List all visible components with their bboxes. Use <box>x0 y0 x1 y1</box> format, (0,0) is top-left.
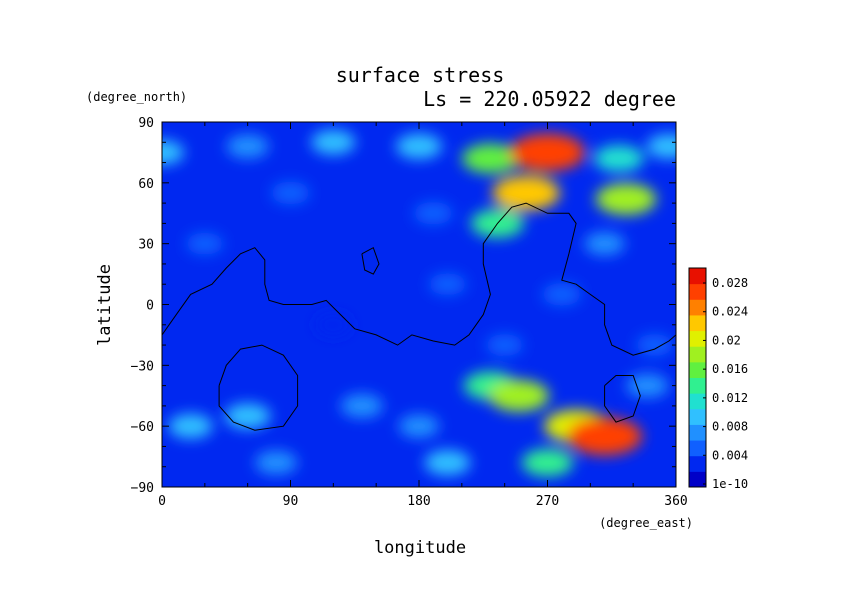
y-tick-label: 30 <box>138 238 154 253</box>
field-blob <box>646 133 676 159</box>
colorbar-swatch <box>689 299 706 316</box>
plot-area <box>162 122 676 487</box>
field-blob <box>584 232 625 256</box>
x-axis-label: longitude <box>374 538 466 558</box>
field-blob <box>521 448 574 477</box>
colorbar: 0.028 0.024 0.02 0.016 0.012 0.008 0.004 1e-10 <box>688 267 748 491</box>
contour-line <box>604 375 641 423</box>
colorbar-label: 1e-10 <box>712 477 748 491</box>
y-tick-label: 0 <box>146 299 154 314</box>
y-tick-label: −30 <box>131 359 154 374</box>
field-blob <box>594 144 644 173</box>
colorbar-label: 0.028 <box>712 276 748 290</box>
field-blob <box>315 314 351 336</box>
colorbar-label: 0.024 <box>712 305 748 319</box>
colorbar-label: 0.012 <box>712 391 748 405</box>
field-blob <box>424 449 471 476</box>
y-unit-label: (degree_north) <box>86 90 187 104</box>
y-axis-label: latitude <box>95 264 115 346</box>
field-blob <box>595 183 657 215</box>
colorbar-swatch <box>689 346 706 363</box>
colorbar-swatch <box>689 471 706 488</box>
x-tick-label: 0 <box>158 494 166 509</box>
chart-subtitle: Ls = 220.05922 degree <box>423 87 676 111</box>
x-tick-label: 90 <box>283 494 299 509</box>
colorbar-swatch <box>689 330 706 347</box>
x-tick-label: 180 <box>407 494 430 509</box>
colorbar-swatch <box>689 377 706 394</box>
colorbar-swatch <box>689 440 706 457</box>
field-blob <box>340 393 384 418</box>
field-blob <box>224 403 271 429</box>
x-tick-label: 270 <box>536 494 559 509</box>
colorbar-swatch <box>689 408 706 425</box>
x-unit-label: (degree_east) <box>599 516 693 530</box>
field-blob <box>461 143 519 174</box>
field-blob <box>255 450 298 475</box>
colorbar-label: 0.008 <box>712 420 748 434</box>
stress-field <box>162 122 676 487</box>
field-blob <box>226 134 269 159</box>
y-tick-label: 90 <box>138 116 154 131</box>
field-blob <box>626 373 669 398</box>
colorbar-swatch <box>689 424 706 441</box>
field-blob <box>636 334 674 356</box>
colorbar-frame <box>688 267 707 488</box>
field-blob <box>510 133 585 172</box>
field-blob <box>168 413 213 439</box>
colorbar-swatch <box>689 455 706 472</box>
field-blob <box>492 175 560 211</box>
field-blob <box>567 417 643 456</box>
field-blob <box>488 379 550 412</box>
field-blob <box>162 140 185 165</box>
chart-title: surface stress <box>336 63 505 87</box>
y-tick-label: −90 <box>131 481 154 496</box>
field-blob <box>413 201 453 225</box>
axis-ticks: 0 90 180 270 360 90 60 30 0 −30 −60 −90 <box>131 116 688 509</box>
field-blob <box>486 334 524 356</box>
colorbar-swatch <box>689 361 706 378</box>
colorbar-swatch <box>689 268 706 285</box>
field-blob <box>429 273 467 296</box>
colorbar-label: 0.016 <box>712 362 748 376</box>
field-blob <box>542 283 582 306</box>
contour-line <box>361 246 380 275</box>
field-blob <box>186 232 224 255</box>
colorbar-swatch <box>689 283 706 300</box>
colorbar-label: 0.02 <box>712 333 741 347</box>
colorbar-swatch <box>689 393 706 410</box>
field-blob <box>396 133 442 160</box>
topography-contours <box>162 202 676 431</box>
field-blob <box>311 129 356 155</box>
contour-line <box>162 202 676 356</box>
colorbar-swatch <box>689 314 706 332</box>
y-tick-label: −60 <box>131 420 154 435</box>
field-blob <box>398 414 440 438</box>
colorbar-label: 0.004 <box>712 448 748 462</box>
y-tick-label: 60 <box>138 177 154 192</box>
x-tick-label: 360 <box>664 494 687 509</box>
field-blob <box>271 181 310 205</box>
contour-line <box>218 344 299 431</box>
field-blobs <box>162 129 676 477</box>
